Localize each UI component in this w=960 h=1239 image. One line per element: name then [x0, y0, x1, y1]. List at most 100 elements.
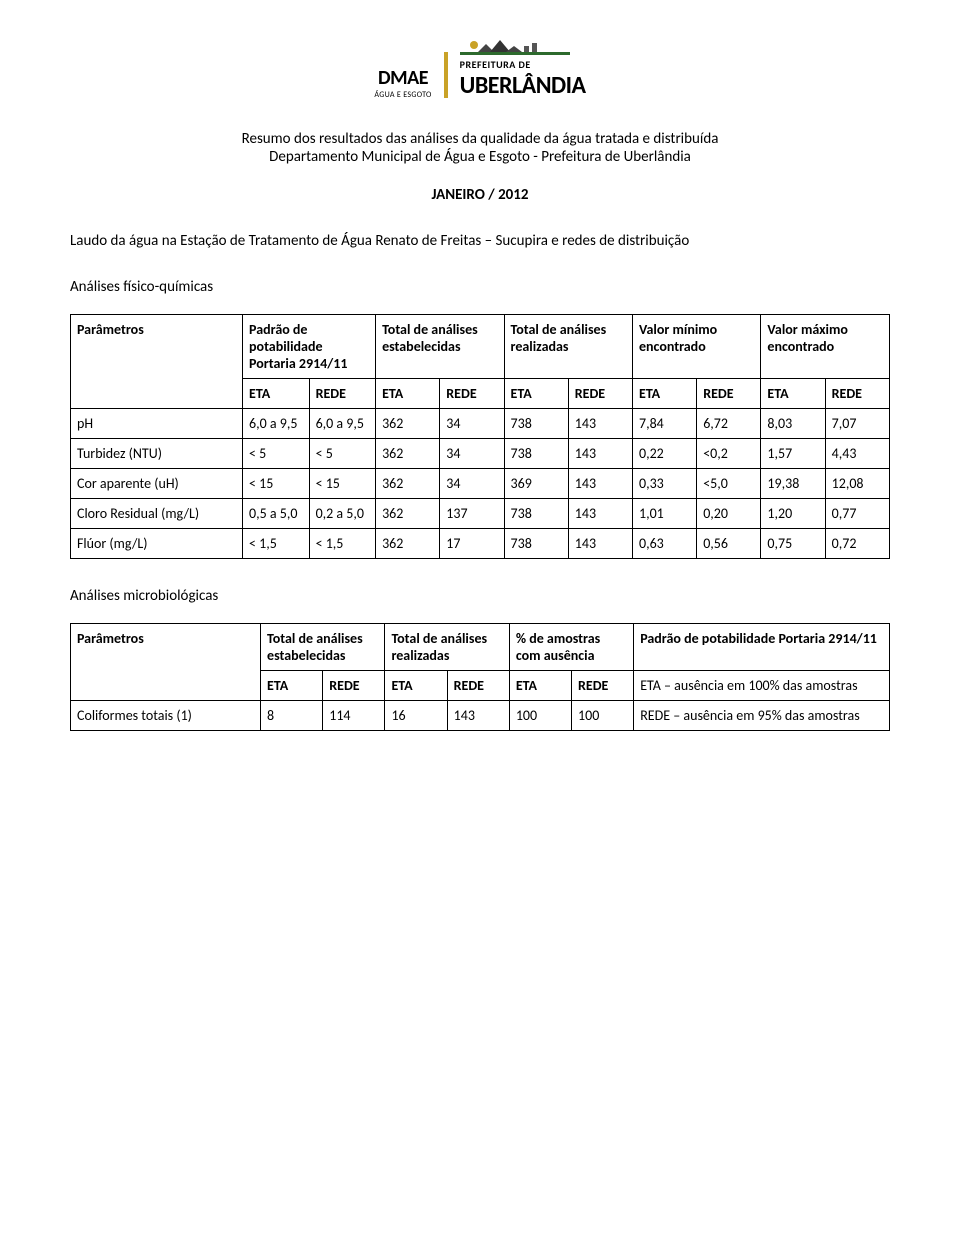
table-cell: 143 — [568, 469, 632, 499]
mb-h-pct: % de amostras com ausência — [509, 624, 633, 671]
mb-h-rede: REDE — [447, 671, 509, 701]
mb-h-rede: REDE — [323, 671, 385, 701]
fq-h-eta: ETA — [632, 379, 696, 409]
table-cell: Flúor (mg/L) — [71, 529, 243, 559]
table-cell: 12,08 — [825, 469, 889, 499]
fq-h-eta: ETA — [243, 379, 310, 409]
table-cell: Coliformes totais (1) — [71, 701, 261, 731]
table-cell: 34 — [440, 439, 504, 469]
logo-divider — [444, 52, 448, 98]
table-cell: <0,2 — [697, 439, 761, 469]
table-cell: 100 — [572, 701, 634, 731]
mb-h-eta: ETA — [385, 671, 447, 701]
table-cell: 362 — [376, 469, 440, 499]
table-cell: 7,84 — [632, 409, 696, 439]
table-cell: < 1,5 — [309, 529, 376, 559]
fq-h-eta: ETA — [504, 379, 568, 409]
fq-h-param: Parâmetros — [71, 315, 243, 409]
mb-note-rede: REDE – ausência em 95% das amostras — [634, 701, 890, 731]
section-heading-fq: Análises físico-químicas — [70, 278, 890, 296]
table-row: Coliformes totais (1)811416143100100REDE… — [71, 701, 890, 731]
fq-h-totest: Total de análises estabelecidas — [376, 315, 504, 379]
table-cell: 362 — [376, 529, 440, 559]
table-cell: 362 — [376, 439, 440, 469]
fq-h-vmin: Valor mínimo encontrado — [632, 315, 760, 379]
table-cell: 0,20 — [697, 499, 761, 529]
table-cell: 16 — [385, 701, 447, 731]
table-row: Flúor (mg/L)< 1,5< 1,5362177381430,630,5… — [71, 529, 890, 559]
fq-h-eta: ETA — [761, 379, 825, 409]
table-cell: 100 — [509, 701, 571, 731]
fq-h-rede: REDE — [440, 379, 504, 409]
table-cell: 143 — [568, 409, 632, 439]
fq-h-eta: ETA — [376, 379, 440, 409]
table-cell: 143 — [447, 701, 509, 731]
table-cell: 362 — [376, 409, 440, 439]
section-heading-mb: Análises microbiológicas — [70, 587, 890, 605]
table-cell: 0,56 — [697, 529, 761, 559]
fq-h-vmax: Valor máximo encontrado — [761, 315, 890, 379]
fq-h-rede: REDE — [697, 379, 761, 409]
fq-h-padrao: Padrão de potabilidade Portaria 2914/11 — [243, 315, 376, 379]
table-cell: Cor aparente (uH) — [71, 469, 243, 499]
table-cell: 34 — [440, 469, 504, 499]
mb-header-row-1: Parâmetros Total de análises estabelecid… — [71, 624, 890, 671]
mb-h-eta: ETA — [261, 671, 323, 701]
table-cell: 137 — [440, 499, 504, 529]
table-cell: 0,72 — [825, 529, 889, 559]
table-cell: 0,63 — [632, 529, 696, 559]
header-logos: DMAE ÁGUA E ESGOTO PREFEITURA DE UBERLÂN… — [70, 40, 890, 100]
fq-table: Parâmetros Padrão de potabilidade Portar… — [70, 314, 890, 559]
fq-h-totreal: Total de análises realizadas — [504, 315, 632, 379]
table-cell: 143 — [568, 529, 632, 559]
table-row: pH6,0 a 9,56,0 a 9,5362347381437,846,728… — [71, 409, 890, 439]
mb-h-eta: ETA — [509, 671, 571, 701]
table-cell: 0,77 — [825, 499, 889, 529]
table-cell: Turbidez (NTU) — [71, 439, 243, 469]
table-cell: 738 — [504, 529, 568, 559]
dmae-name: DMAE — [374, 66, 431, 90]
table-cell: Cloro Residual (mg/L) — [71, 499, 243, 529]
table-cell: 1,57 — [761, 439, 825, 469]
fq-h-rede: REDE — [309, 379, 376, 409]
city-landscape-icon — [460, 40, 570, 58]
table-row: Turbidez (NTU)< 5< 5362347381430,22<0,21… — [71, 439, 890, 469]
table-cell: < 1,5 — [243, 529, 310, 559]
table-cell: 738 — [504, 439, 568, 469]
mb-note-eta: ETA – ausência em 100% das amostras — [634, 671, 890, 701]
table-cell: 114 — [323, 701, 385, 731]
table-cell: 4,43 — [825, 439, 889, 469]
report-month: JANEIRO / 2012 — [70, 186, 890, 204]
fq-header-row-1: Parâmetros Padrão de potabilidade Portar… — [71, 315, 890, 379]
table-cell: < 15 — [309, 469, 376, 499]
table-cell: 1,01 — [632, 499, 696, 529]
mb-h-totest: Total de análises estabelecidas — [261, 624, 385, 671]
table-cell: 17 — [440, 529, 504, 559]
mb-h-param: Parâmetros — [71, 624, 261, 701]
table-cell: 0,75 — [761, 529, 825, 559]
fq-h-rede: REDE — [825, 379, 889, 409]
table-cell: <5,0 — [697, 469, 761, 499]
table-cell: 738 — [504, 499, 568, 529]
dmae-logo: DMAE ÁGUA E ESGOTO — [374, 66, 431, 100]
fq-h-rede: REDE — [568, 379, 632, 409]
table-cell: 1,20 — [761, 499, 825, 529]
table-cell: 0,5 a 5,0 — [243, 499, 310, 529]
table-cell: 34 — [440, 409, 504, 439]
table-cell: 0,33 — [632, 469, 696, 499]
table-cell: < 5 — [309, 439, 376, 469]
table-cell: < 5 — [243, 439, 310, 469]
table-cell: 6,72 — [697, 409, 761, 439]
table-row: Cor aparente (uH)< 15< 15362343691430,33… — [71, 469, 890, 499]
city-name: UBERLÂNDIA — [460, 71, 586, 100]
uberlandia-logo: PREFEITURA DE UBERLÂNDIA — [460, 40, 586, 100]
table-cell: 7,07 — [825, 409, 889, 439]
table-cell: 8,03 — [761, 409, 825, 439]
table-cell: 369 — [504, 469, 568, 499]
document-title: Resumo dos resultados das análises da qu… — [70, 130, 890, 166]
table-cell: 362 — [376, 499, 440, 529]
mb-h-totreal: Total de análises realizadas — [385, 624, 509, 671]
prefeitura-label: PREFEITURA DE — [460, 58, 586, 71]
title-line-1: Resumo dos resultados das análises da qu… — [242, 130, 719, 148]
table-cell: 0,22 — [632, 439, 696, 469]
